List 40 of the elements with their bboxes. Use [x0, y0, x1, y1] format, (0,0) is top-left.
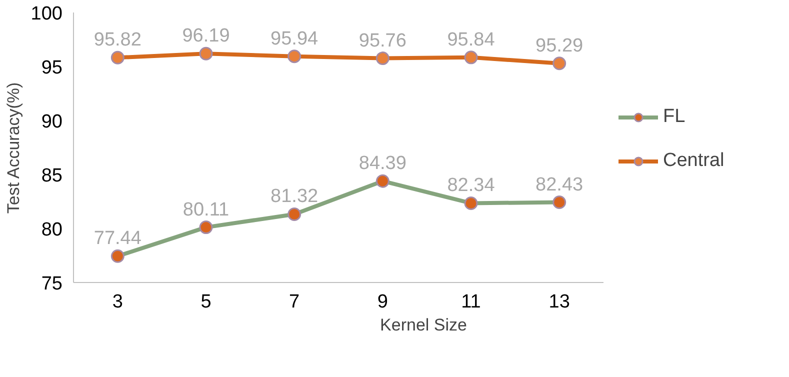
data-label: 82.43 [536, 174, 584, 196]
x-tick-label: 5 [200, 292, 212, 312]
point [288, 208, 302, 221]
x-tick-label: 7 [289, 292, 300, 312]
data-label: 95.76 [358, 30, 406, 52]
x-tick-label: 13 [548, 292, 570, 312]
data-label: 82.34 [447, 175, 496, 196]
legend-label: Central [663, 150, 724, 172]
data-label: 84.39 [358, 153, 406, 174]
y-tick-label: 75 [41, 274, 63, 294]
data-label: 95.94 [270, 28, 319, 50]
x-tick-label: 3 [112, 292, 123, 312]
point [110, 249, 124, 263]
x-axis-title: Kernel Size [380, 316, 467, 334]
data-label: 80.11 [182, 199, 230, 220]
point [552, 196, 566, 209]
y-axis-title: Test Accuracy(%) [4, 82, 23, 214]
point [288, 50, 302, 64]
data-label: 77.44 [94, 228, 142, 250]
point [199, 46, 213, 60]
point [110, 50, 124, 64]
data-label: 96.19 [182, 26, 230, 47]
data-label: 81.32 [270, 186, 318, 208]
y-tick-label: 80 [41, 220, 63, 240]
x-tick-label: 11 [461, 292, 481, 312]
data-label: 95.82 [94, 30, 142, 51]
legend-label: FL [663, 106, 686, 128]
y-tick-label: 100 [30, 4, 62, 24]
point [552, 56, 566, 70]
y-tick-label: 95 [41, 58, 63, 78]
point [376, 174, 390, 188]
point [376, 52, 390, 66]
y-tick-label: 85 [41, 166, 63, 186]
y-tick-label: 90 [41, 112, 63, 132]
point [464, 50, 478, 64]
x-tick-label: 9 [377, 292, 388, 312]
data-label: 95.29 [536, 35, 584, 56]
data-label: 95.84 [447, 29, 496, 50]
point [464, 196, 478, 210]
point [199, 220, 213, 234]
